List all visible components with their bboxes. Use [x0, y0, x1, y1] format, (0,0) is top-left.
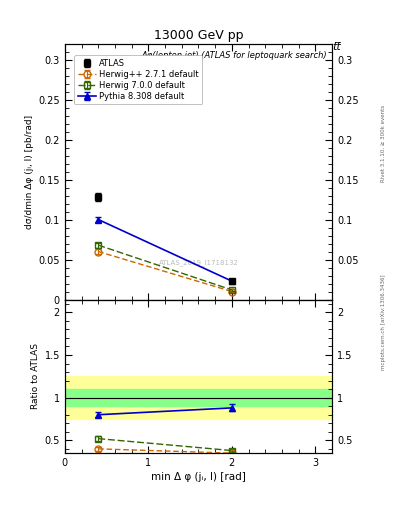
Text: tt̅: tt̅ [332, 42, 341, 52]
Text: Δφ(lepton,jet) (ATLAS for leptoquark search): Δφ(lepton,jet) (ATLAS for leptoquark sea… [141, 51, 327, 60]
X-axis label: min Δ φ (jᵢ, l) [rad]: min Δ φ (jᵢ, l) [rad] [151, 472, 246, 482]
Text: mcplots.cern.ch [arXiv:1306.3436]: mcplots.cern.ch [arXiv:1306.3436] [381, 275, 386, 370]
Text: ATLAS_2019_I1718132: ATLAS_2019_I1718132 [158, 260, 239, 266]
Legend: ATLAS, Herwig++ 2.7.1 default, Herwig 7.0.0 default, Pythia 8.308 default: ATLAS, Herwig++ 2.7.1 default, Herwig 7.… [74, 55, 202, 104]
Y-axis label: dσ/dmin Δφ (jᵢ, l) [pb/rad]: dσ/dmin Δφ (jᵢ, l) [pb/rad] [25, 115, 34, 228]
Y-axis label: Ratio to ATLAS: Ratio to ATLAS [31, 344, 40, 409]
Text: Rivet 3.1.10, ≥ 300k events: Rivet 3.1.10, ≥ 300k events [381, 105, 386, 182]
Title: 13000 GeV pp: 13000 GeV pp [154, 29, 243, 42]
Bar [65, 389, 332, 406]
Bar [65, 376, 332, 419]
